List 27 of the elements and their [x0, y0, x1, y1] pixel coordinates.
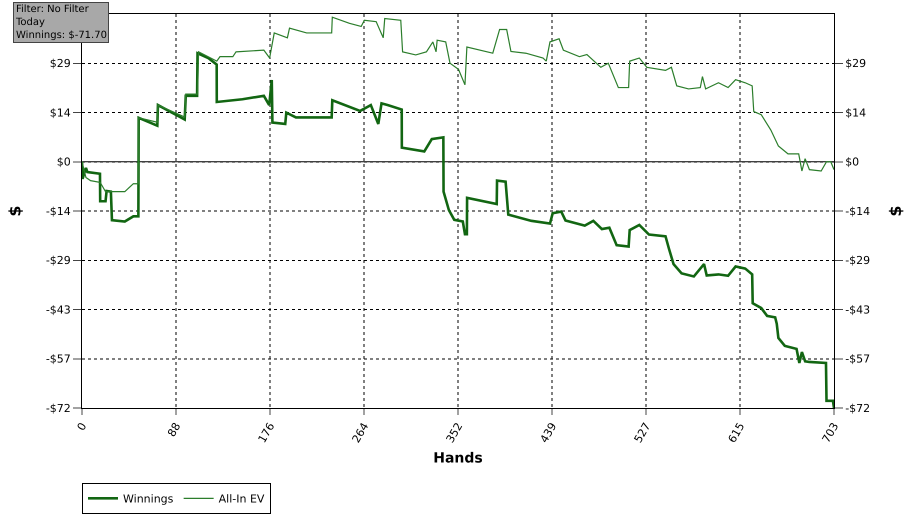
annotation: Winnings: $-71.70: [16, 30, 107, 41]
y2-tick-label: $14: [845, 106, 866, 120]
legend-label: Winnings: [123, 492, 174, 506]
y2-axis-title: $: [886, 205, 905, 217]
y2-tick-label: -$29: [845, 254, 870, 268]
y-axis-title: $: [6, 205, 25, 217]
y2-tick-label: $29: [845, 57, 866, 70]
line-series: [82, 52, 834, 408]
x-tick-label: 0: [74, 420, 90, 434]
y-tick-label: $29: [50, 57, 71, 70]
y-tick-label: -$43: [46, 303, 71, 316]
y-tick-label: $14: [50, 106, 71, 120]
y-tick-label: -$57: [46, 352, 71, 366]
x-tick-label: 88: [165, 420, 184, 440]
y-tick-label: $0: [56, 156, 71, 169]
y2-tick-label: -$43: [845, 303, 870, 316]
y-tick-label: -$72: [46, 402, 71, 415]
y-tick-label: -$14: [46, 204, 71, 218]
legend-label: All-In EV: [218, 492, 265, 506]
y2-tick-label: $0: [845, 156, 860, 169]
y-tick-label: -$29: [46, 254, 71, 268]
y2-tick-label: -$72: [845, 402, 870, 415]
annotation: Filter: No Filter: [16, 4, 90, 15]
x-axis-title: Hands: [433, 450, 483, 466]
text: Today: [15, 17, 46, 28]
y2-tick-label: -$14: [845, 204, 870, 218]
y2-tick-label: -$57: [845, 352, 870, 366]
